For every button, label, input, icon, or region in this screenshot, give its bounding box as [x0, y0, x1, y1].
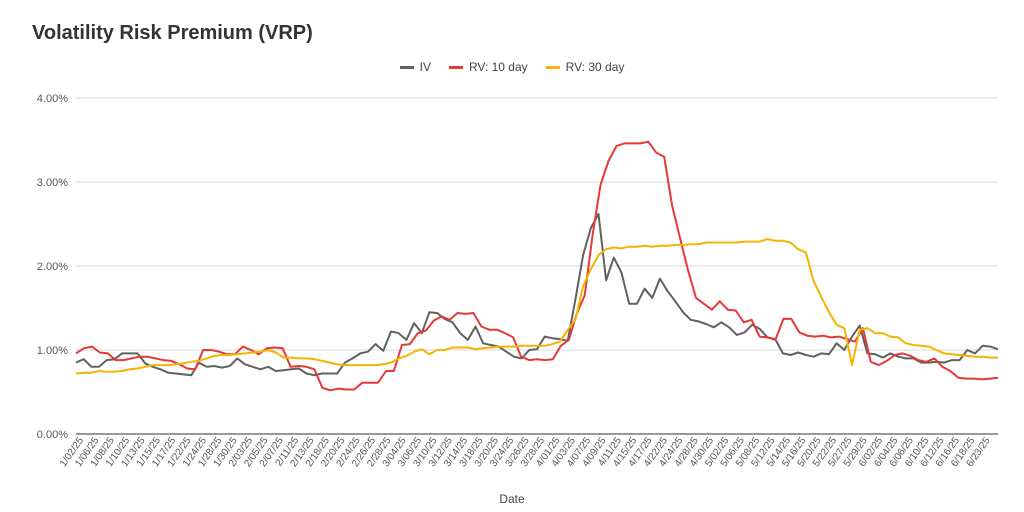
y-tick-label: 1.00% — [37, 345, 68, 357]
legend-item-iv: IV — [399, 60, 431, 74]
legend-swatch-rv10 — [448, 65, 463, 69]
legend: IV RV: 10 day RV: 30 day — [0, 60, 1024, 74]
series-line-2 — [75, 238, 998, 375]
y-tick-label: 2.00% — [37, 261, 68, 273]
chart-title: Volatility Risk Premium (VRP) — [32, 22, 313, 44]
legend-swatch-iv — [399, 65, 414, 69]
legend-label-rv10: RV: 10 day — [468, 60, 528, 74]
legend-label-iv: IV — [419, 60, 431, 74]
y-tick-label: 4.00% — [37, 93, 68, 105]
y-tick-label: 0.00% — [37, 429, 68, 441]
legend-item-rv10: RV: 10 day — [448, 60, 528, 74]
x-axis-title: Date — [499, 492, 525, 506]
y-tick-label: 3.00% — [37, 177, 68, 189]
legend-swatch-rv30 — [545, 65, 560, 69]
series-line-0 — [75, 212, 999, 377]
legend-item-rv30: RV: 30 day — [545, 60, 625, 74]
legend-label-rv30: RV: 30 day — [565, 60, 625, 74]
